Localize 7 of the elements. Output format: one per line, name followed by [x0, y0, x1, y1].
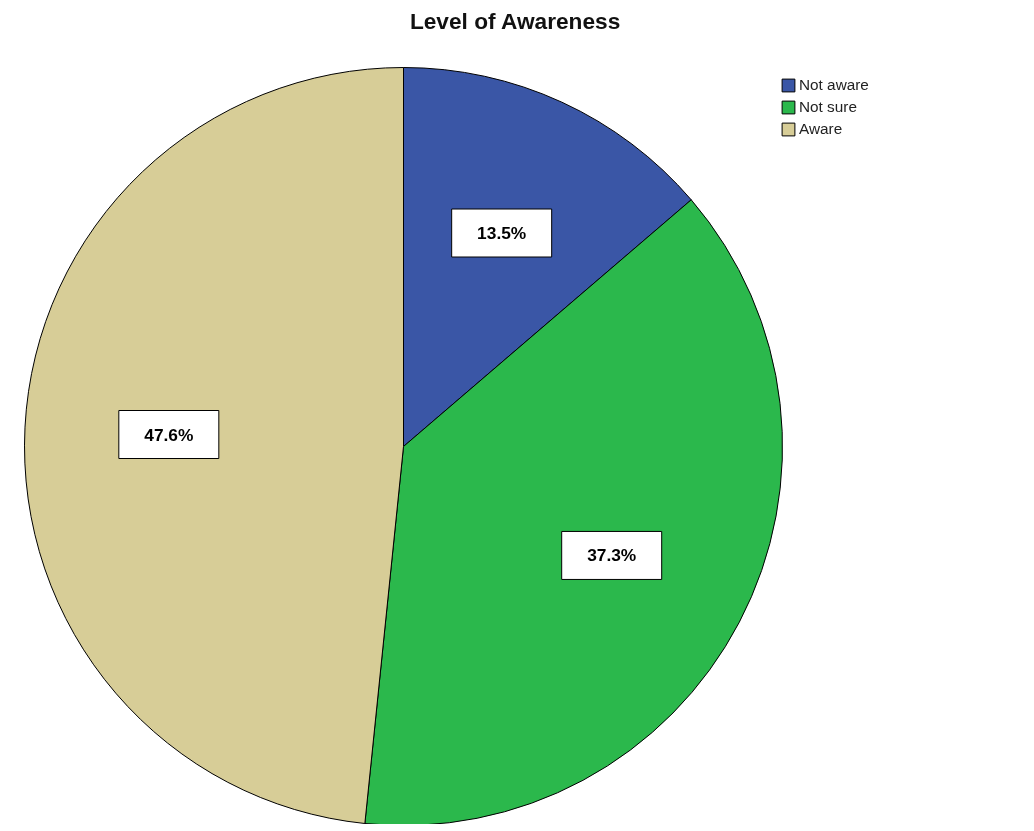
data-label: 37.3% — [587, 545, 637, 566]
legend-label: Aware — [799, 120, 843, 138]
legend-label: Not aware — [799, 76, 869, 94]
legend-label: Not sure — [799, 98, 857, 116]
data-label: 13.5% — [477, 223, 527, 244]
data-label: 47.6% — [144, 424, 194, 445]
chart-title: Level of Awareness — [409, 7, 621, 34]
